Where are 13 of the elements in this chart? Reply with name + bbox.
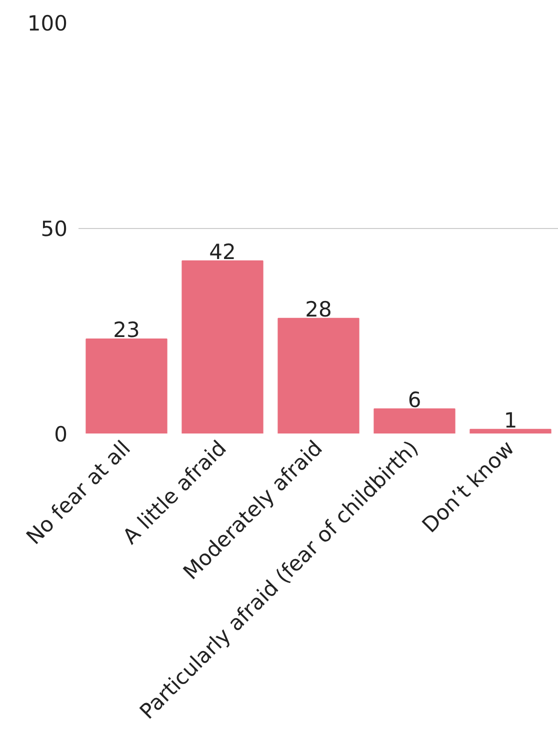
data-label: 42 [209, 240, 236, 264]
data-label: 23 [113, 318, 140, 342]
data-label: 6 [408, 388, 422, 412]
bar [374, 408, 456, 434]
bar [278, 318, 360, 434]
data-label: 28 [305, 297, 332, 322]
y-tick-label: 0 [54, 422, 68, 446]
bar [182, 260, 264, 434]
bar [86, 338, 168, 434]
data-label: 1 [504, 408, 518, 432]
y-tick-label: 50 [40, 217, 68, 241]
y-tick-label: 100 [27, 12, 68, 36]
bar [470, 428, 552, 434]
